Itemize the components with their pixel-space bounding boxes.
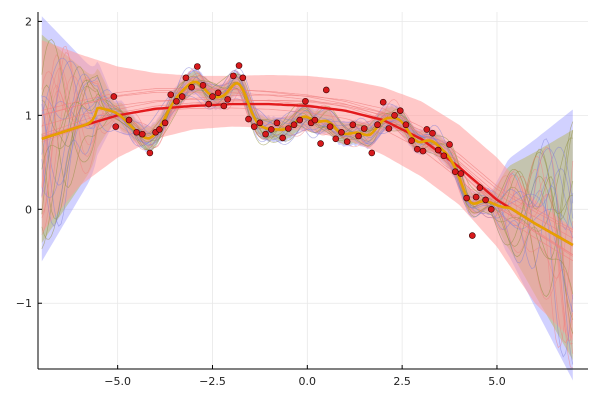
observation-point bbox=[279, 134, 286, 142]
observation-point bbox=[434, 146, 442, 154]
observation-point bbox=[256, 119, 264, 127]
observation-point bbox=[188, 83, 195, 91]
x-tick-label: 5.0 bbox=[488, 375, 506, 388]
observation-point bbox=[182, 74, 190, 82]
observation-point bbox=[414, 145, 421, 153]
observation-point bbox=[302, 97, 309, 105]
observation-point bbox=[173, 97, 180, 105]
observation-point bbox=[290, 121, 298, 129]
observation-point bbox=[273, 119, 281, 127]
observation-point bbox=[385, 125, 393, 132]
y-tick-label: 0 bbox=[25, 203, 32, 216]
observation-point bbox=[194, 63, 201, 70]
observation-point bbox=[423, 126, 431, 133]
observation-point bbox=[230, 72, 237, 80]
observation-point bbox=[338, 128, 345, 136]
observation-point bbox=[440, 152, 448, 160]
x-tick-label: −2.5 bbox=[199, 375, 226, 388]
observation-point bbox=[332, 135, 340, 143]
observation-point bbox=[374, 121, 381, 129]
observation-point bbox=[349, 121, 357, 129]
observation-point bbox=[463, 194, 470, 202]
observation-point bbox=[368, 149, 376, 157]
observations bbox=[110, 62, 495, 239]
y-tick-label: 2 bbox=[25, 15, 32, 28]
observation-point bbox=[379, 98, 387, 106]
observation-point bbox=[476, 184, 484, 191]
observation-point bbox=[239, 74, 247, 82]
observation-point bbox=[178, 93, 186, 100]
x-tick-label: 0.0 bbox=[299, 375, 317, 388]
observation-point bbox=[125, 116, 133, 124]
observation-point bbox=[396, 107, 404, 114]
y-tick-label: −1 bbox=[16, 297, 32, 310]
axes bbox=[37, 12, 588, 370]
smooth-sample-line bbox=[41, 89, 573, 247]
observation-point bbox=[402, 121, 410, 129]
observation-point bbox=[156, 126, 163, 133]
observation-point bbox=[451, 168, 459, 176]
observation-point bbox=[285, 125, 292, 132]
observation-point bbox=[487, 205, 495, 213]
observation-point bbox=[317, 140, 324, 147]
observation-point bbox=[214, 89, 222, 97]
observation-point bbox=[457, 170, 465, 177]
observation-point bbox=[235, 62, 243, 69]
observation-point bbox=[139, 130, 146, 138]
observation-point bbox=[133, 128, 140, 136]
observation-point bbox=[355, 132, 362, 140]
x-tick-label: −5.0 bbox=[104, 375, 131, 388]
observation-point bbox=[205, 100, 212, 108]
smooth-mean-line bbox=[41, 102, 574, 247]
observation-point bbox=[296, 116, 304, 124]
observation-point bbox=[391, 112, 398, 119]
observation-point bbox=[360, 125, 368, 132]
observation-point bbox=[110, 93, 118, 100]
observation-point bbox=[250, 123, 258, 130]
observation-point bbox=[199, 81, 207, 89]
x-tick-label: 2.5 bbox=[393, 375, 411, 388]
observation-point bbox=[469, 232, 476, 239]
observation-point bbox=[224, 96, 231, 103]
smooth-sample-line bbox=[41, 94, 573, 231]
observation-point bbox=[245, 115, 252, 123]
observation-point bbox=[408, 137, 415, 145]
observation-point bbox=[326, 123, 334, 130]
observation-point bbox=[220, 102, 228, 110]
observation-point bbox=[482, 196, 489, 204]
observation-point bbox=[262, 130, 269, 138]
posterior-sample-line bbox=[41, 69, 574, 300]
observation-point bbox=[429, 129, 436, 137]
observation-point bbox=[112, 123, 120, 130]
observation-point bbox=[209, 93, 216, 100]
observation-point bbox=[161, 119, 169, 127]
observation-point bbox=[267, 126, 275, 133]
smooth-sample-line bbox=[41, 98, 573, 256]
smooth-sample-line bbox=[41, 88, 573, 255]
observation-point bbox=[146, 149, 154, 157]
posterior-sample-line bbox=[41, 60, 574, 313]
tick-labels: −5.0 −2.5 0.0 2.5 5.0 −1 0 1 2 bbox=[16, 15, 506, 388]
observation-point bbox=[343, 138, 351, 145]
observation-point bbox=[322, 86, 330, 94]
observation-point bbox=[446, 141, 453, 148]
observation-point bbox=[472, 193, 480, 201]
y-tick-label: 1 bbox=[25, 109, 32, 122]
observation-point bbox=[311, 116, 319, 124]
observation-point bbox=[167, 91, 175, 98]
observation-point bbox=[419, 147, 427, 155]
